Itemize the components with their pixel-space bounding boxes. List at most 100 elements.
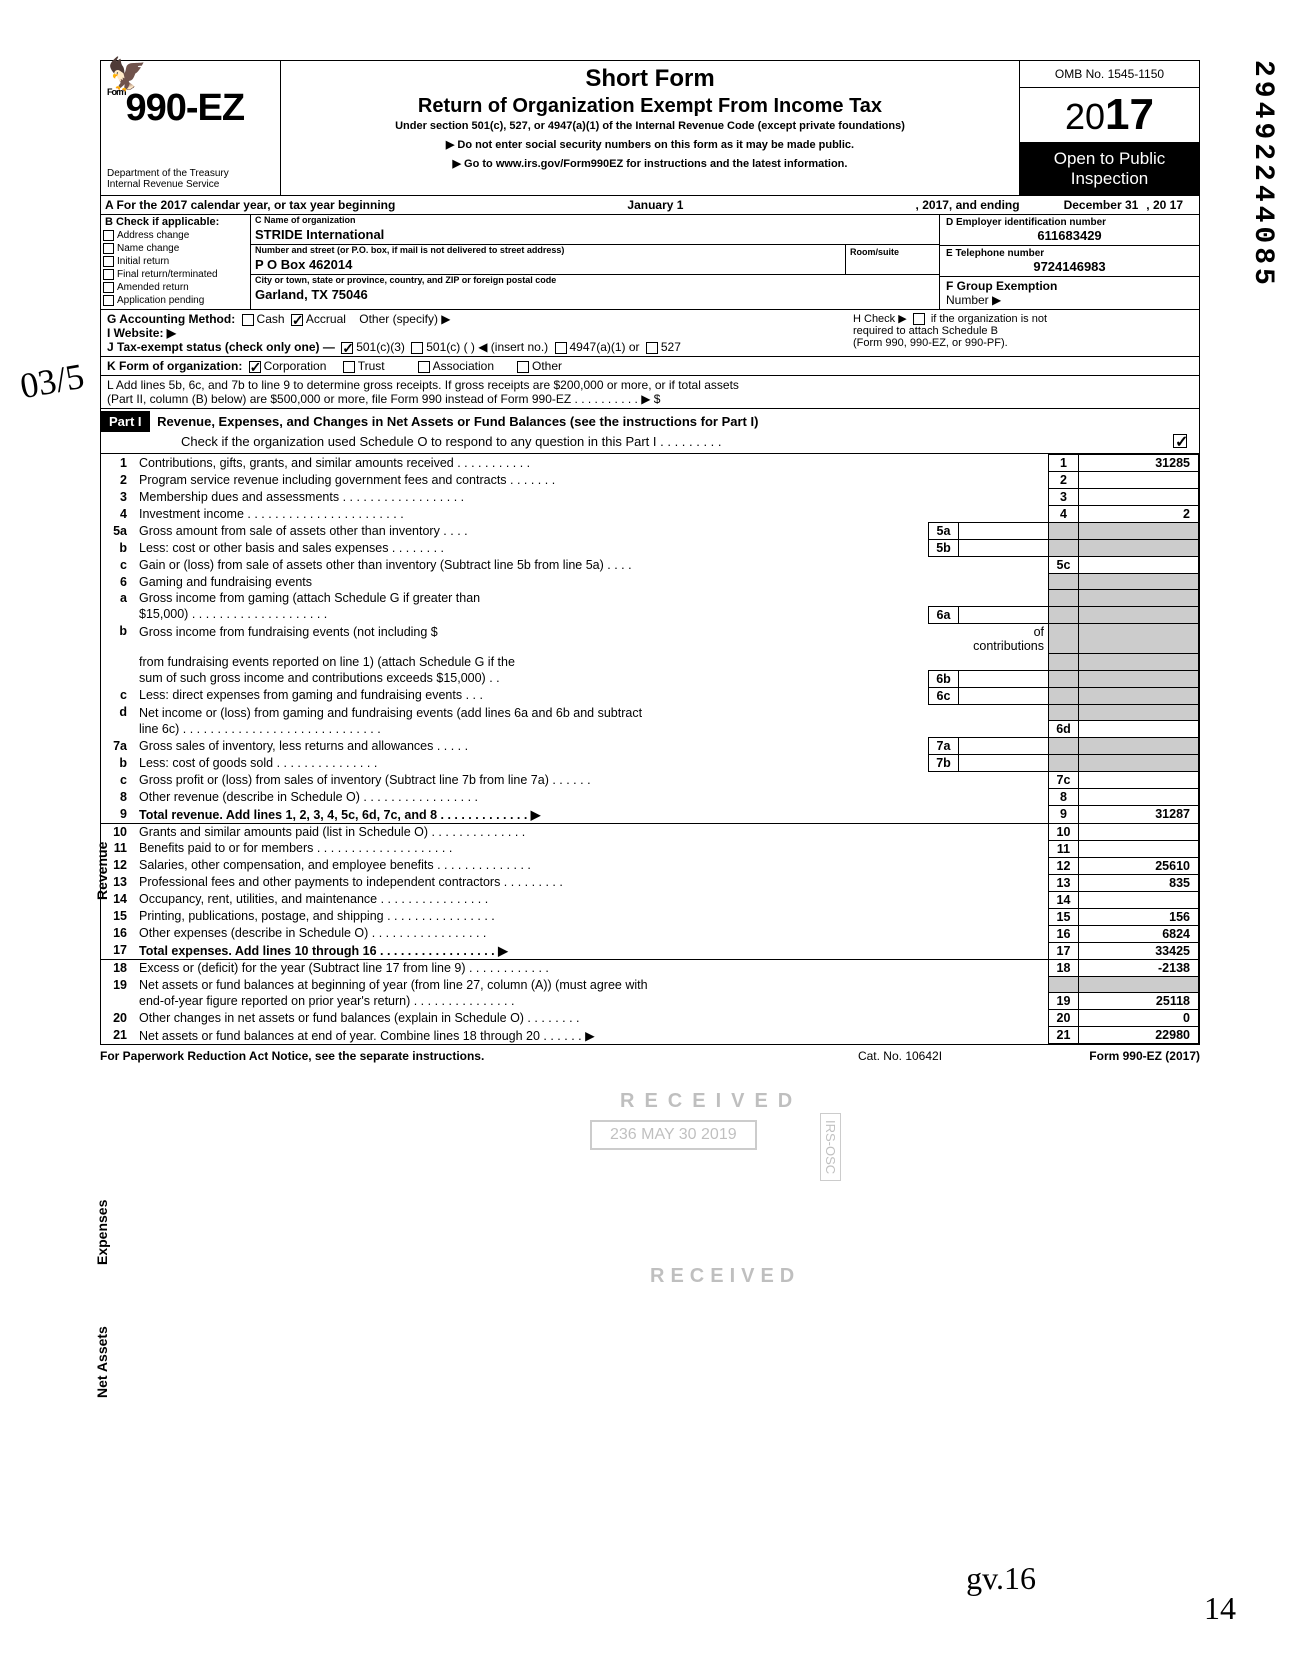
chk-501c3[interactable] [341, 342, 353, 354]
grey-6-v [1079, 574, 1199, 590]
chk-initial[interactable] [103, 256, 114, 267]
line20-box: 20 [1049, 1010, 1079, 1027]
part1-title: Revenue, Expenses, and Changes in Net As… [153, 414, 758, 429]
handwritten-1: gv.16 [966, 1560, 1036, 1597]
chk-assoc[interactable] [418, 361, 430, 373]
chk-h[interactable] [913, 313, 925, 325]
chk-501c[interactable] [411, 342, 423, 354]
row-a-jan: January 1 [399, 196, 911, 214]
chk-cash[interactable] [242, 314, 254, 326]
chk-final[interactable] [103, 269, 114, 280]
line13-val: 835 [1079, 874, 1199, 891]
line7a-num: 7a [101, 738, 135, 755]
chk-name[interactable] [103, 243, 114, 254]
chk-4947[interactable] [555, 342, 567, 354]
line21-val: 22980 [1079, 1027, 1199, 1044]
line2-desc: Program service revenue including govern… [135, 472, 1049, 489]
chk-amended[interactable] [103, 282, 114, 293]
lbl-501c3: 501(c)(3) [356, 340, 405, 354]
row-a-calendar: A For the 2017 calendar year, or tax yea… [101, 196, 1199, 215]
row-a-ending: , 2017, and ending [912, 196, 1060, 214]
lbl-4947: 4947(a)(1) or [570, 340, 640, 354]
chk-pending[interactable] [103, 295, 114, 306]
instruction-2: ▶ Go to www.irs.gov/Form990EZ for instru… [289, 157, 1011, 170]
line12-desc: Salaries, other compensation, and employ… [135, 857, 1049, 874]
line7a-desc: Gross sales of inventory, less returns a… [135, 738, 929, 755]
grey-6a2-v [1079, 606, 1199, 623]
stamp-date: 236 MAY 30 2019 [590, 1120, 757, 1150]
h-text4: (Form 990, 990-EZ, or 990-PF). [853, 337, 1008, 349]
irs-eagle-icon: 🦅 [107, 55, 143, 91]
line11-desc: Benefits paid to or for members . . . . … [135, 840, 1049, 857]
grey-6b3 [1049, 670, 1079, 687]
instruction-1: ▶ Do not enter social security numbers o… [289, 138, 1011, 151]
line1-box: 1 [1049, 455, 1079, 472]
chk-k-other[interactable] [517, 361, 529, 373]
grey-6b1-v [1079, 623, 1199, 654]
line19-box: 19 [1049, 993, 1079, 1010]
line4-val: 2 [1079, 506, 1199, 523]
line7c-val [1079, 772, 1199, 789]
j-label: J Tax-exempt status (check only one) — [107, 340, 335, 354]
grey-7b [1049, 755, 1079, 772]
e-label: E Telephone number [946, 248, 1193, 259]
line3-val [1079, 489, 1199, 506]
d-label: D Employer identification number [946, 217, 1193, 228]
line6c-midval [959, 687, 1049, 704]
line11-val [1079, 840, 1199, 857]
line20-num: 20 [101, 1010, 135, 1027]
grey-19 [1049, 977, 1079, 993]
c-label: C Name of organization [255, 215, 935, 225]
stamp-irs: IRS-OSC [820, 1113, 841, 1181]
f-label: F Group Exemption [946, 279, 1057, 293]
chk-trust[interactable] [343, 361, 355, 373]
l-text1: L Add lines 5b, 6c, and 7b to line 9 to … [107, 378, 1193, 392]
lbl-pending: Application pending [117, 294, 204, 307]
lines-table: 1Contributions, gifts, grants, and simil… [101, 454, 1199, 1044]
l-text2: (Part II, column (B) below) are $500,000… [107, 392, 1193, 406]
line5c-box: 5c [1049, 557, 1079, 574]
grey-6d1 [1049, 704, 1079, 721]
tax-year: 2017 [1020, 88, 1199, 143]
grey-6a1-v [1079, 590, 1199, 607]
grey-7b-v [1079, 755, 1199, 772]
line2-box: 2 [1049, 472, 1079, 489]
line2-val [1079, 472, 1199, 489]
city-label: City or town, state or province, country… [255, 275, 935, 285]
line6b-d2: from fundraising events reported on line… [135, 654, 1049, 671]
footer-right: Form 990-EZ (2017) [1000, 1049, 1200, 1063]
line15-desc: Printing, publications, postage, and shi… [135, 908, 1049, 925]
line14-box: 14 [1049, 891, 1079, 908]
line1-num: 1 [101, 455, 135, 472]
line6d-num: d [101, 704, 135, 721]
form-title-1: Short Form [289, 65, 1011, 93]
line16-box: 16 [1049, 925, 1079, 942]
lbl-k-other: Other [532, 359, 562, 373]
grey-5a-v [1079, 523, 1199, 540]
grey-5b-v [1079, 540, 1199, 557]
grey-6c [1049, 687, 1079, 704]
footer: For Paperwork Reduction Act Notice, see … [100, 1045, 1200, 1067]
line7b-num: b [101, 755, 135, 772]
line11-box: 11 [1049, 840, 1079, 857]
chk-corp[interactable] [249, 361, 261, 373]
line3-desc: Membership dues and assessments . . . . … [135, 489, 1049, 506]
line17-num: 17 [101, 942, 135, 960]
form-number: 990-EZ [126, 87, 245, 129]
line3-box: 3 [1049, 489, 1079, 506]
line7a-mid: 7a [929, 738, 959, 755]
stamp-received: RECEIVED [620, 1090, 802, 1113]
row-k: K Form of organization: Corporation Trus… [101, 357, 1199, 376]
grey-6d1-v [1079, 704, 1199, 721]
grey-7a [1049, 738, 1079, 755]
chk-part1-scho[interactable] [1173, 434, 1187, 448]
chk-accrual[interactable] [291, 314, 303, 326]
line5b-midval [959, 540, 1049, 557]
chk-address[interactable] [103, 230, 114, 241]
chk-527[interactable] [646, 342, 658, 354]
dept-treasury: Department of the Treasury [107, 168, 274, 179]
line2-num: 2 [101, 472, 135, 489]
line17-val: 33425 [1079, 942, 1199, 960]
line5a-num: 5a [101, 523, 135, 540]
line18-box: 18 [1049, 960, 1079, 977]
